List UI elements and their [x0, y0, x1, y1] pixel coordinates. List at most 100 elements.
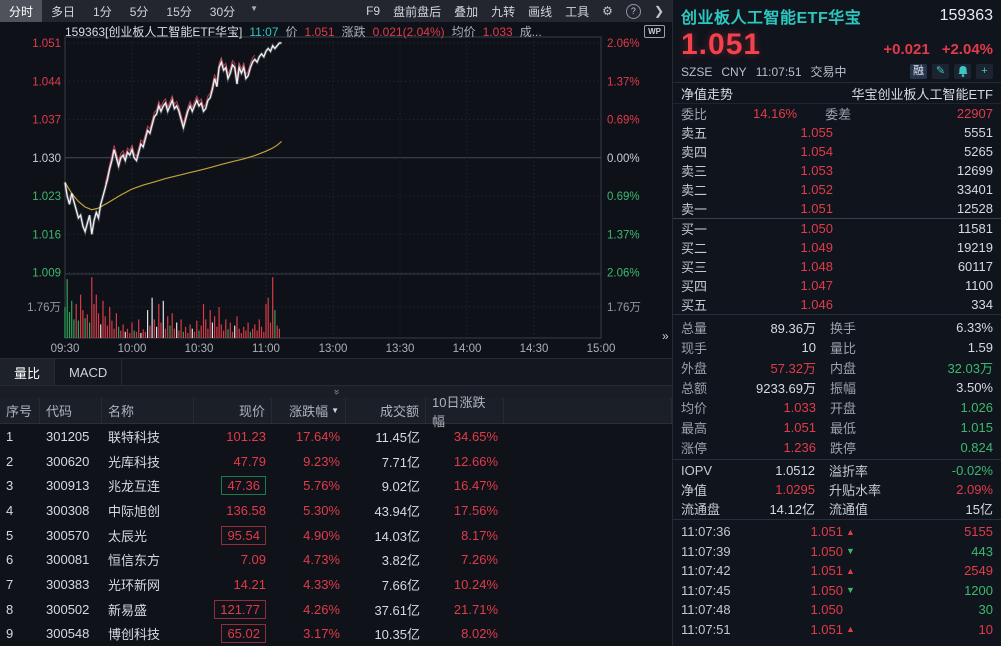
tick-row: 11:07:42 1.051 ▲ 2549 [673, 561, 1001, 581]
splitter-collapse-icon[interactable]: » [331, 389, 342, 395]
col-header-涨跌幅[interactable]: 涨跌幅 ▼ [272, 398, 346, 423]
row-index: 3 [6, 478, 14, 494]
stat-label: 换手 [830, 320, 857, 336]
stock-change-pct: 4.26% [303, 601, 340, 617]
period-tab-15分[interactable]: 15分 [166, 5, 192, 19]
col-header-成交额: 成交额 [346, 398, 426, 423]
table-row[interactable]: 4 300308 中际旭创 136.58 5.30% 43.94亿 17.56% [0, 498, 672, 523]
table-row[interactable]: 3 300913 兆龙互连 47.36 5.76% 9.02亿 16.47% [0, 473, 672, 498]
stock-name: 新易盛 [108, 602, 148, 618]
sort-desc-icon[interactable]: ▼ [331, 406, 339, 415]
bid-row[interactable]: 买五 1.046 334 [673, 295, 1001, 314]
table-header: 序号 代码 名称 现价 涨跌幅 ▼ 成交额 10日涨跌幅 [0, 395, 672, 429]
book-volume: 12528 [956, 201, 993, 216]
alert-bell-icon[interactable] [954, 64, 971, 79]
stat-label: 开盘 [830, 400, 857, 416]
col-header-label: 序号 [6, 404, 33, 419]
iopv-value: 1.0295 [775, 482, 815, 497]
book-price: 1.048 [800, 259, 833, 274]
period-tab-1分[interactable]: 1分 [93, 5, 112, 19]
period-tab-多日[interactable]: 多日 [51, 5, 76, 19]
table-row[interactable]: 6 300081 恒信东方 7.09 4.73% 3.82亿 7.26% [0, 547, 672, 572]
help-icon[interactable]: ? [625, 3, 641, 19]
ask-row[interactable]: 卖三 1.053 12699 [673, 161, 1001, 180]
toolbar-item-工具[interactable]: 工具 [565, 4, 590, 19]
tick-row: 11:07:48 1.050 30 [673, 600, 1001, 620]
stock-price: 136.58 [226, 502, 266, 518]
bid-row[interactable]: 买三 1.048 60117 [673, 257, 1001, 276]
svg-text:09:30: 09:30 [51, 343, 80, 355]
table-row[interactable]: 5 300570 太辰光 95.54 4.90% 14.03亿 8.17% [0, 523, 672, 548]
tick-time: 11:07:36 [681, 524, 731, 540]
iopv-value: -0.02% [951, 463, 993, 478]
more-chevron-icon[interactable]: ❯ [653, 4, 664, 18]
col-header-label: 代码 [46, 404, 73, 419]
bid-row[interactable]: 买四 1.047 1100 [673, 276, 1001, 295]
stock-10d-change-pct: 8.17% [461, 527, 498, 543]
last-price: 1.051 [681, 28, 762, 61]
tick-price: 1.050 [810, 602, 843, 618]
indicator-tab-量比[interactable]: 量比 [0, 359, 56, 385]
toolbar-item-九转[interactable]: 九转 [491, 4, 516, 19]
wp-badge[interactable]: WP [644, 25, 665, 38]
stat-value: 3.50% [956, 379, 993, 395]
stock-price: 121.77 [194, 599, 272, 619]
stat-row: 最高 1.051 最低 1.015 [673, 417, 1001, 437]
stock-name: 恒信东方 [108, 553, 161, 569]
svg-text:1.37%: 1.37% [607, 229, 640, 241]
period-tab-30分[interactable]: 30分 [209, 5, 236, 19]
ask-row[interactable]: 卖一 1.051 12528 [673, 199, 1001, 218]
ask-row[interactable]: 卖二 1.052 33401 [673, 180, 1001, 199]
stock-code: 300913 [46, 478, 90, 494]
stat-row: 总量 89.36万 换手 6.33% [673, 317, 1001, 337]
book-volume: 334 [971, 297, 993, 312]
table-body: 1 301205 联特科技 101.23 17.64% 11.45亿 34.65% 2 3006… [0, 424, 672, 646]
toolbar-item-叠加[interactable]: 叠加 [454, 4, 479, 19]
panel-collapse-handle-icon[interactable]: » [662, 329, 669, 343]
svg-text:1.016: 1.016 [32, 229, 61, 241]
table-row[interactable]: 2 300620 光库科技 47.79 9.23% 7.71亿 12.66% [0, 449, 672, 474]
settings-gear-icon[interactable]: ⚙ [602, 4, 613, 18]
stat-value: 9233.69万 [756, 380, 816, 396]
iopv-label: 净值 [681, 483, 708, 498]
bid-row[interactable]: 买二 1.049 19219 [673, 238, 1001, 257]
period-tab-分时[interactable]: 分时 [0, 0, 43, 22]
period-tab-5分[interactable]: 5分 [129, 5, 149, 19]
stock-code: 300570 [46, 527, 90, 543]
col-header-名称: 名称 [102, 398, 194, 423]
iopv-label: IOPV [681, 463, 713, 478]
ask-row[interactable]: 卖五 1.055 5551 [673, 123, 1001, 142]
stat-value: 10 [801, 339, 816, 355]
nav-trend-row[interactable]: 净值走势 华宝创业板人工智能ETF [673, 82, 1001, 104]
table-row[interactable]: 7 300383 光环新网 14.21 4.33% 7.66亿 10.24% [0, 572, 672, 597]
table-row[interactable]: 8 300502 新易盛 121.77 4.26% 37.61亿 21.71% [0, 597, 672, 622]
period-dropdown-caret-icon[interactable]: ▼ [250, 4, 259, 13]
tick-price: 1.050 [810, 543, 843, 559]
stat-label: 量比 [830, 340, 857, 356]
svg-text:14:00: 14:00 [453, 343, 482, 355]
ask-row[interactable]: 卖四 1.054 5265 [673, 142, 1001, 161]
svg-text:1.044: 1.044 [32, 76, 61, 88]
toolbar-item-盘前盘后[interactable]: 盘前盘后 [393, 4, 442, 19]
row-index: 4 [6, 502, 14, 518]
intraday-chart[interactable]: 1.051 1.044 1.037 1.030 1.023 1.016 1.009 2.06%… [0, 22, 672, 358]
col-header-label: 现价 [238, 404, 265, 419]
table-row[interactable]: 1 301205 联特科技 101.23 17.64% 11.45亿 34.65% [0, 424, 672, 449]
info-seg: 159363[创业板人工智能ETF华宝] [65, 25, 243, 39]
stock-turnover: 3.82亿 [381, 553, 420, 569]
book-level-label: 卖五 [681, 126, 708, 141]
toolbar-item-画线[interactable]: 画线 [528, 4, 553, 19]
left-pane: 分时 多日 1分 5分 15分 30分 ▼ F9 盘前盘后 叠加 九转 画线 工具 ⚙? ❯ 15936… [0, 0, 672, 646]
edit-icon[interactable]: ✎ [932, 64, 949, 79]
indicator-tab-MACD[interactable]: MACD [55, 359, 123, 385]
stat-value: 1.033 [783, 399, 816, 415]
toolbar-item-F9[interactable]: F9 [366, 4, 381, 18]
svg-text:14:30: 14:30 [520, 343, 549, 355]
panel-splitter[interactable]: » [0, 385, 672, 398]
svg-text:0.69%: 0.69% [607, 115, 640, 127]
stat-row: 外盘 57.32万 内盘 32.03万 [673, 357, 1001, 377]
info-seg: 11:07 [249, 25, 279, 39]
bid-row[interactable]: 买一 1.050 11581 [673, 219, 1001, 238]
add-to-watchlist-icon[interactable]: + [976, 64, 993, 79]
table-row[interactable]: 9 300548 博创科技 65.02 3.17% 10.35亿 8.02% [0, 621, 672, 646]
